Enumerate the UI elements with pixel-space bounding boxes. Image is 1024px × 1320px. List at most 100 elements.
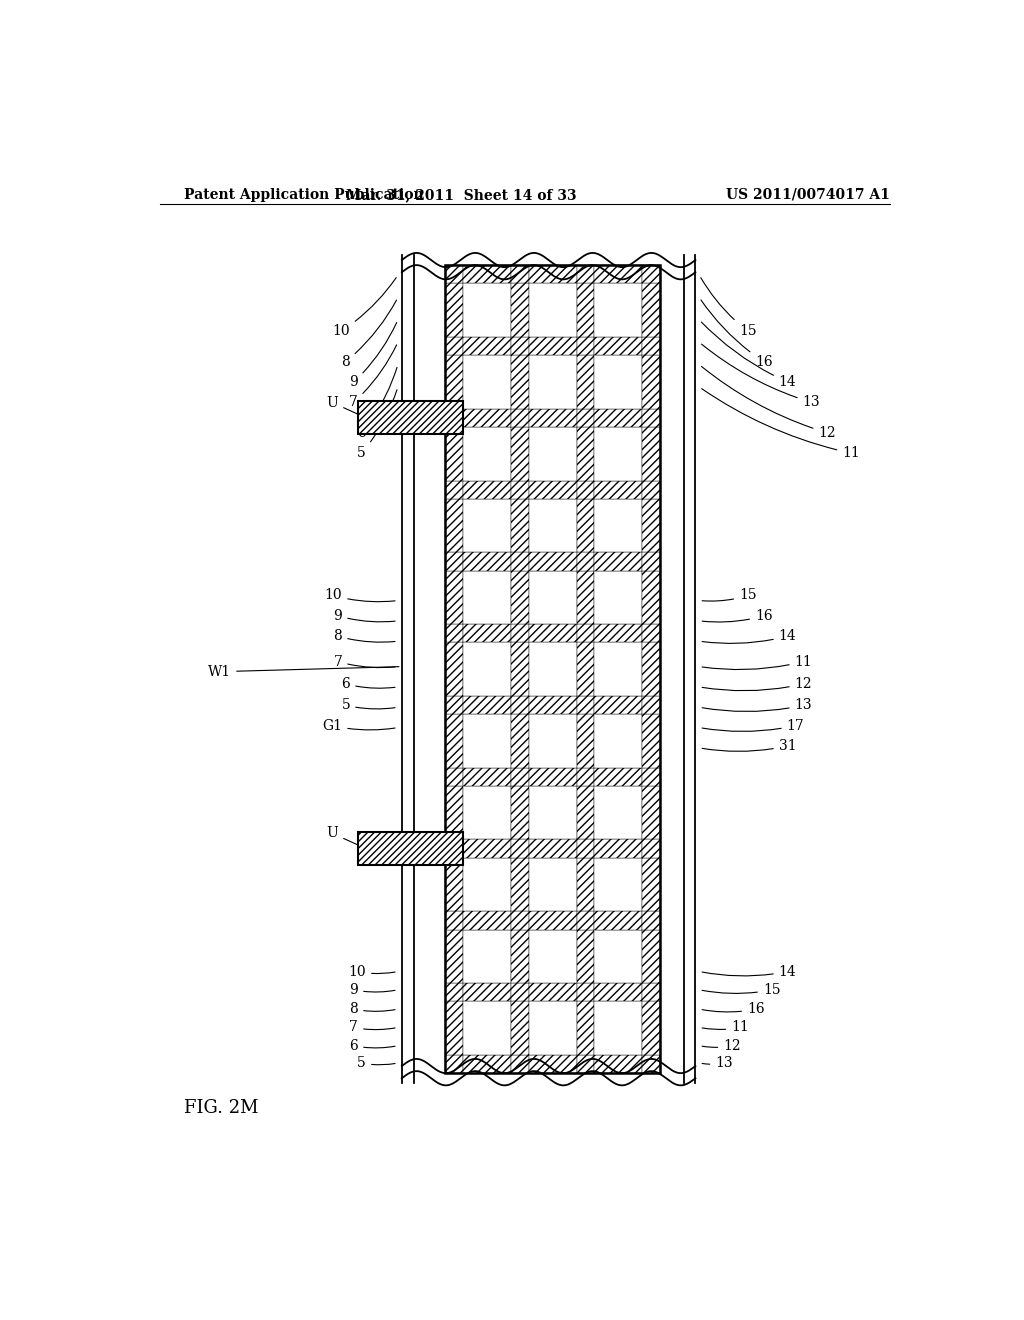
Text: 7: 7 (349, 345, 396, 409)
Bar (511, 1002, 528, 1055)
Bar (577, 409, 594, 426)
Text: 7: 7 (334, 655, 395, 668)
Bar (528, 714, 577, 768)
Bar (445, 785, 463, 840)
Bar (445, 426, 463, 480)
Bar (463, 696, 511, 714)
Bar (642, 337, 659, 355)
Bar (445, 265, 659, 1073)
Bar (445, 265, 659, 1073)
Bar (445, 840, 463, 858)
Bar (445, 643, 463, 696)
Bar (463, 785, 511, 840)
Bar (577, 696, 594, 714)
Bar (528, 409, 577, 426)
Bar (577, 858, 594, 911)
Bar (445, 480, 463, 499)
Text: 5: 5 (341, 698, 395, 713)
Bar (577, 499, 594, 552)
Text: 10: 10 (325, 589, 395, 602)
Bar (445, 929, 463, 983)
Bar (463, 643, 511, 696)
Bar (577, 265, 594, 284)
Text: W1: W1 (208, 665, 399, 678)
Bar (642, 983, 659, 1002)
Bar (445, 1002, 463, 1055)
Bar (511, 337, 528, 355)
Text: U: U (327, 826, 364, 847)
Text: 8: 8 (349, 1002, 395, 1016)
Bar (594, 265, 642, 284)
Bar (511, 355, 528, 409)
Bar (445, 714, 463, 768)
Text: 14: 14 (701, 322, 797, 389)
Bar (594, 768, 642, 785)
Bar (445, 624, 463, 643)
Bar (358, 401, 463, 434)
Text: 13: 13 (702, 1056, 733, 1071)
Bar (642, 929, 659, 983)
Bar (463, 1002, 511, 1055)
Text: 6: 6 (357, 367, 397, 440)
Bar (463, 983, 511, 1002)
Bar (463, 911, 511, 929)
Bar (577, 355, 594, 409)
Bar (511, 983, 528, 1002)
Bar (577, 337, 594, 355)
Bar (528, 1002, 577, 1055)
Text: 15: 15 (702, 589, 757, 602)
Bar (594, 570, 642, 624)
Bar (528, 624, 577, 643)
Bar (528, 284, 577, 337)
Bar (463, 929, 511, 983)
Text: 10: 10 (348, 965, 395, 978)
Bar (528, 696, 577, 714)
Bar (577, 911, 594, 929)
Bar (358, 832, 463, 865)
Text: 16: 16 (702, 1002, 765, 1016)
Bar (511, 929, 528, 983)
Bar (511, 409, 528, 426)
Bar (528, 355, 577, 409)
Text: 17: 17 (702, 718, 805, 733)
Bar (445, 337, 463, 355)
Bar (445, 983, 463, 1002)
Bar (642, 785, 659, 840)
Bar (594, 1055, 642, 1073)
Bar (642, 911, 659, 929)
Text: 12: 12 (702, 677, 812, 690)
Text: 15: 15 (700, 277, 757, 338)
Bar (511, 426, 528, 480)
Bar (511, 643, 528, 696)
Bar (577, 840, 594, 858)
Bar (463, 265, 511, 284)
Text: Patent Application Publication: Patent Application Publication (183, 187, 423, 202)
Text: U: U (327, 396, 364, 417)
Bar (594, 499, 642, 552)
Bar (528, 643, 577, 696)
Bar (511, 1055, 528, 1073)
Text: 11: 11 (701, 388, 860, 461)
Bar (511, 785, 528, 840)
Bar (594, 911, 642, 929)
Text: 9: 9 (349, 322, 396, 389)
Bar (642, 355, 659, 409)
Text: 13: 13 (702, 698, 812, 713)
Bar (577, 1055, 594, 1073)
Bar (577, 426, 594, 480)
Bar (594, 840, 642, 858)
Bar (594, 284, 642, 337)
Bar (642, 624, 659, 643)
Bar (463, 409, 511, 426)
Bar (577, 929, 594, 983)
Bar (594, 409, 642, 426)
Bar (642, 480, 659, 499)
Text: 9: 9 (334, 609, 395, 623)
Bar (528, 768, 577, 785)
Bar (528, 499, 577, 552)
Bar (577, 983, 594, 1002)
Bar (463, 499, 511, 552)
Bar (577, 570, 594, 624)
Bar (594, 624, 642, 643)
Text: 14: 14 (702, 965, 797, 978)
